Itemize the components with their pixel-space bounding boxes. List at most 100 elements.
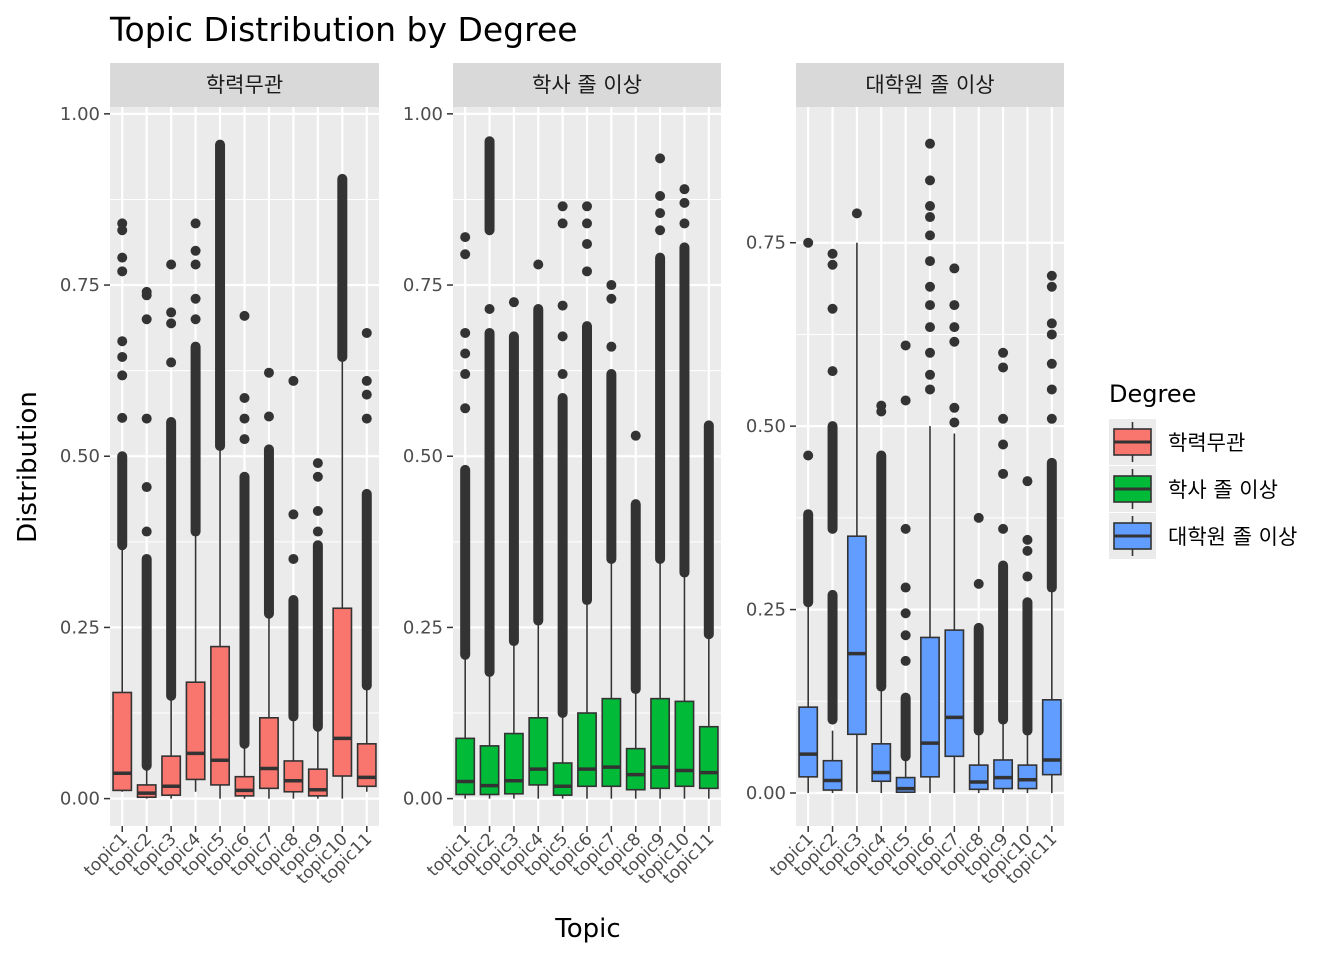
box-iqr bbox=[993, 759, 1014, 790]
facet-strip-label: 대학원 졸 이상 bbox=[865, 73, 994, 97]
outlier-cluster bbox=[288, 595, 299, 722]
outlier-point bbox=[460, 369, 471, 380]
outlier-point bbox=[117, 266, 128, 277]
outlier-point bbox=[606, 280, 617, 291]
chart-title: Topic Distribution by Degree bbox=[109, 10, 578, 49]
outlier-cluster bbox=[679, 242, 690, 578]
outlier-point bbox=[925, 212, 935, 223]
box-iqr bbox=[210, 645, 231, 786]
outlier-point bbox=[117, 336, 128, 347]
box-iqr bbox=[577, 712, 597, 788]
outlier-point bbox=[239, 413, 250, 424]
outlier-point bbox=[949, 336, 960, 347]
outlier-point bbox=[484, 304, 495, 315]
outlier-point bbox=[460, 403, 471, 414]
boxplot-topic10 bbox=[332, 173, 353, 799]
box-iqr bbox=[1017, 764, 1038, 790]
outlier-point bbox=[460, 232, 471, 243]
outlier-point bbox=[679, 184, 690, 195]
outlier-point bbox=[827, 366, 838, 377]
outlier-cluster bbox=[141, 553, 152, 771]
outlier-cluster bbox=[606, 369, 617, 564]
outlier-point bbox=[606, 341, 617, 352]
outlier-point bbox=[312, 471, 323, 482]
outlier-point bbox=[949, 263, 960, 274]
y-tick-label: 0.25 bbox=[746, 600, 786, 621]
outlier-point bbox=[655, 208, 666, 219]
outlier-point bbox=[803, 450, 814, 461]
outlier-cluster bbox=[215, 139, 226, 451]
y-tick-label: 0.50 bbox=[403, 446, 443, 467]
boxplot-topic6 bbox=[577, 201, 597, 799]
y-tick-label: 0.00 bbox=[746, 783, 786, 804]
outlier-point bbox=[239, 393, 250, 404]
outlier-point bbox=[166, 357, 177, 368]
boxplot-topic3 bbox=[161, 259, 182, 799]
y-tick-label: 0.00 bbox=[60, 789, 100, 810]
boxplot-topic4 bbox=[871, 400, 892, 793]
box-iqr bbox=[601, 697, 622, 788]
box-iqr bbox=[161, 755, 182, 796]
outlier-point bbox=[925, 138, 935, 149]
outlier-cluster bbox=[460, 464, 471, 660]
outlier-point bbox=[361, 375, 372, 386]
outlier-cluster bbox=[630, 499, 641, 695]
outlier-point bbox=[803, 237, 814, 248]
box-iqr bbox=[650, 697, 671, 790]
outlier-point bbox=[679, 218, 690, 229]
outlier-cluster bbox=[703, 420, 714, 640]
outlier-point bbox=[900, 395, 911, 406]
outlier-cluster bbox=[582, 321, 592, 606]
outlier-point bbox=[900, 608, 911, 619]
outlier-point bbox=[166, 307, 177, 318]
outlier-point bbox=[827, 259, 838, 270]
box-iqr bbox=[871, 743, 892, 783]
y-tick-label: 1.00 bbox=[60, 104, 100, 125]
boxplot-topic1 bbox=[798, 237, 819, 793]
outlier-point bbox=[141, 286, 152, 297]
outlier-point bbox=[655, 191, 666, 202]
box-iqr bbox=[528, 717, 549, 786]
outlier-cluster bbox=[803, 509, 814, 608]
outlier-point bbox=[876, 400, 887, 411]
outlier-point bbox=[973, 578, 984, 589]
outlier-cluster bbox=[484, 327, 495, 677]
box-iqr bbox=[822, 759, 843, 791]
outlier-cluster bbox=[117, 451, 128, 551]
outlier-point bbox=[117, 218, 128, 229]
box-iqr bbox=[944, 629, 965, 758]
outlier-point bbox=[239, 310, 250, 321]
y-tick-label: 0.75 bbox=[403, 275, 443, 296]
outlier-point bbox=[557, 331, 568, 342]
outlier-point bbox=[606, 293, 617, 304]
outlier-point bbox=[533, 259, 544, 270]
box-iqr bbox=[503, 732, 524, 795]
outlier-point bbox=[263, 367, 274, 378]
outlier-point bbox=[900, 630, 911, 641]
outlier-point bbox=[582, 266, 592, 277]
outlier-point bbox=[925, 300, 935, 311]
outlier-point bbox=[998, 347, 1009, 358]
outlier-point bbox=[949, 417, 960, 428]
outlier-point bbox=[998, 468, 1009, 479]
outlier-point bbox=[1046, 270, 1057, 281]
outlier-point bbox=[827, 248, 838, 259]
y-tick-label: 0.25 bbox=[60, 617, 100, 638]
y-tick-label: 1.00 bbox=[403, 104, 443, 125]
outlier-cluster bbox=[263, 444, 274, 619]
box-iqr bbox=[798, 706, 819, 778]
outlier-point bbox=[1046, 281, 1057, 292]
outlier-point bbox=[239, 434, 250, 445]
outlier-cluster bbox=[876, 450, 887, 692]
boxplot-topic7 bbox=[601, 280, 622, 799]
outlier-cluster bbox=[655, 252, 666, 564]
boxplot-topic2 bbox=[136, 286, 157, 799]
facet-panel: 학사 졸 이상0.000.250.500.751.00topic1topic2t… bbox=[403, 63, 721, 888]
boxplot-topic7 bbox=[258, 367, 279, 799]
facet-strip-label: 학사 졸 이상 bbox=[532, 73, 642, 97]
outlier-cluster bbox=[508, 331, 519, 647]
boxplot-topic7 bbox=[944, 263, 965, 793]
box-iqr bbox=[332, 607, 353, 777]
boxplot-topic11 bbox=[1041, 270, 1062, 793]
outlier-point bbox=[361, 389, 372, 400]
